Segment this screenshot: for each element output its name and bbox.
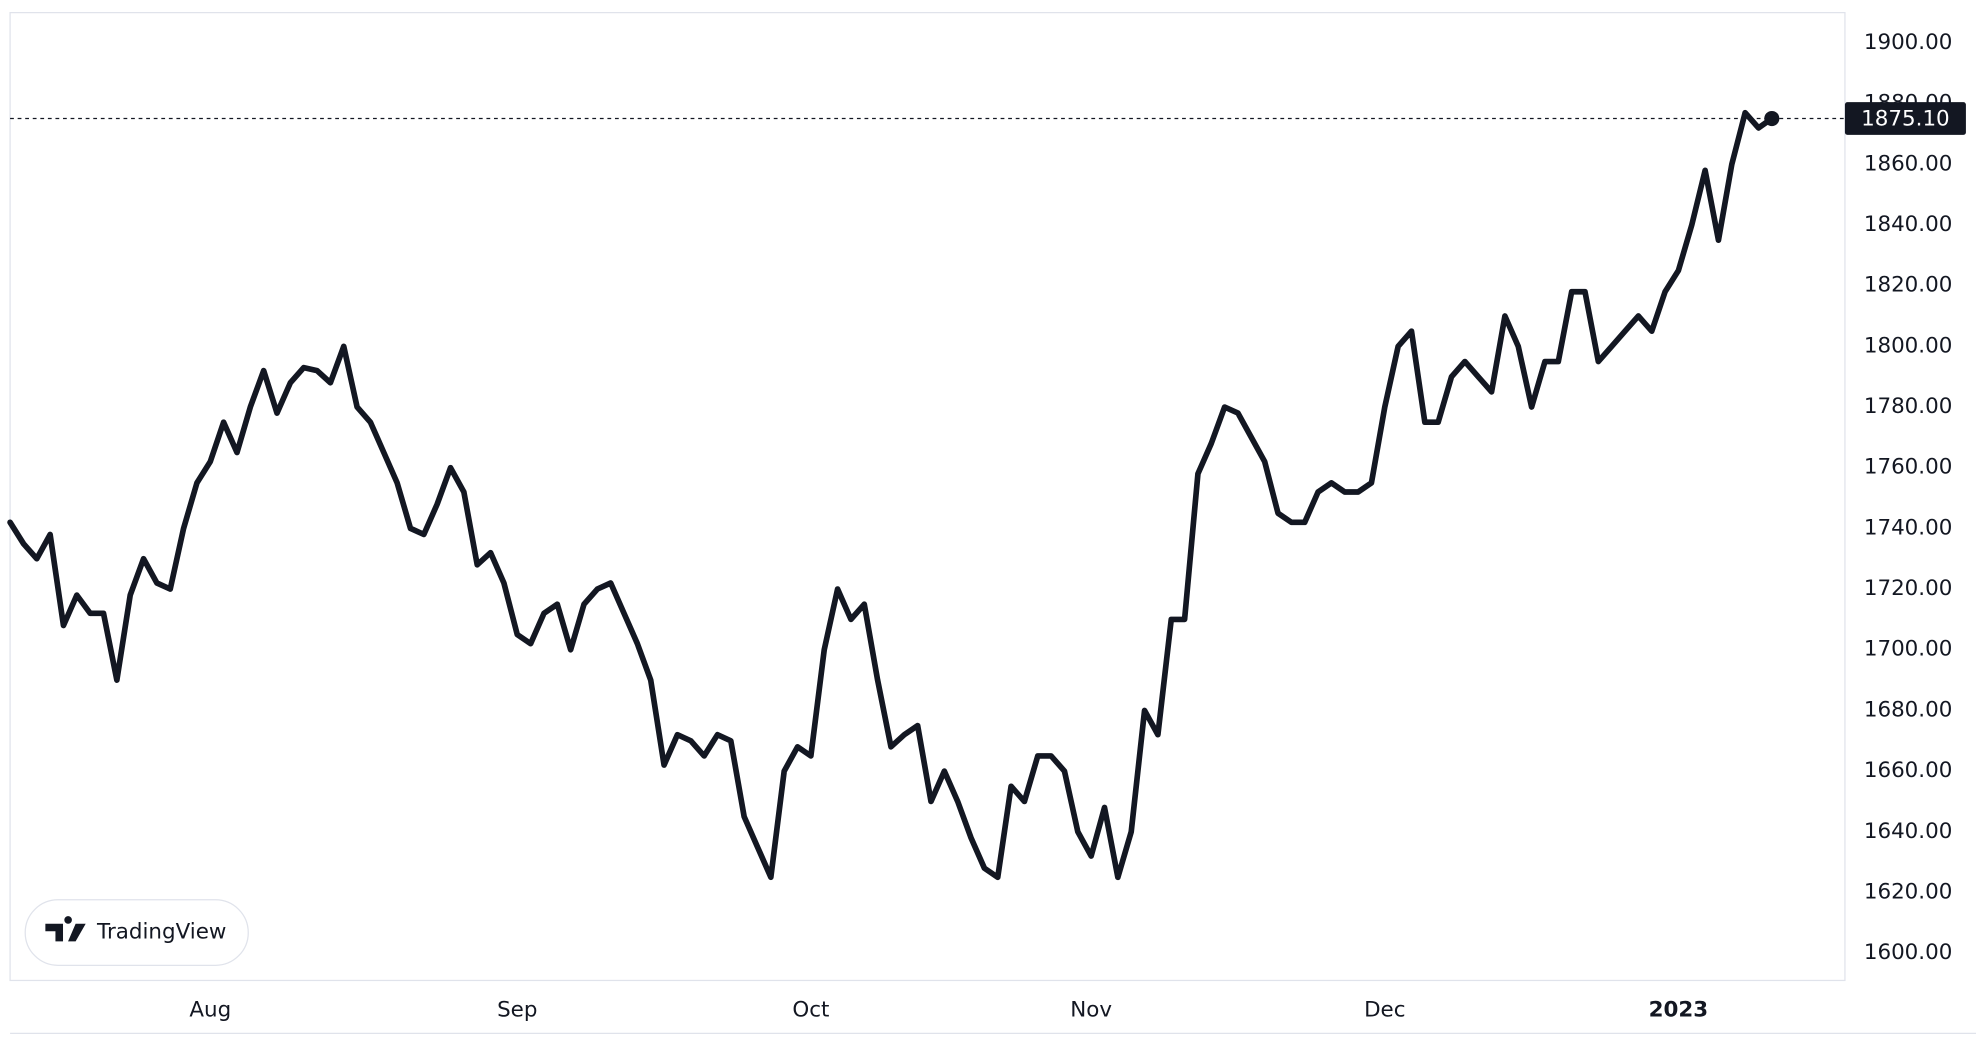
y-tick-label: 1840.00 [1864,212,1953,237]
y-tick-label: 1620.00 [1864,879,1953,904]
x-tick-label: Sep [497,998,537,1023]
plot-frame [9,11,1846,982]
y-tick-label: 1820.00 [1864,273,1953,298]
logo[interactable]: TradingView [24,899,249,966]
y-tick-label: 1760.00 [1864,455,1953,480]
y-tick-label: 1640.00 [1864,819,1953,844]
y-tick-label: 1860.00 [1864,151,1953,176]
y-tick-label: 1780.00 [1864,394,1953,419]
last-point [1764,110,1780,127]
x-tick-label: 2023 [1649,998,1709,1023]
y-tick-label: 1700.00 [1864,637,1953,662]
x-tick-label: Oct [792,998,829,1023]
y-tick-label: 1740.00 [1864,515,1953,540]
y-tick-label: 1800.00 [1864,333,1953,358]
y-tick-label: 1660.00 [1864,758,1953,783]
y-tick-label: 1720.00 [1864,576,1953,601]
y-tick-label: 1600.00 [1864,940,1953,965]
last-price-label: 1875.10 [1861,107,1950,132]
y-tick-label: 1680.00 [1864,697,1953,722]
x-tick-label: Aug [189,998,231,1023]
logo-pill [24,899,249,966]
logo-icon [45,916,86,942]
last-price-box [1844,102,1966,135]
price-line [7,109,1775,881]
logo-text: TradingView [96,920,226,945]
x-tick-label: Dec [1364,998,1405,1023]
x-tick-label: Nov [1070,998,1112,1023]
y-tick-label: 1900.00 [1864,30,1953,55]
